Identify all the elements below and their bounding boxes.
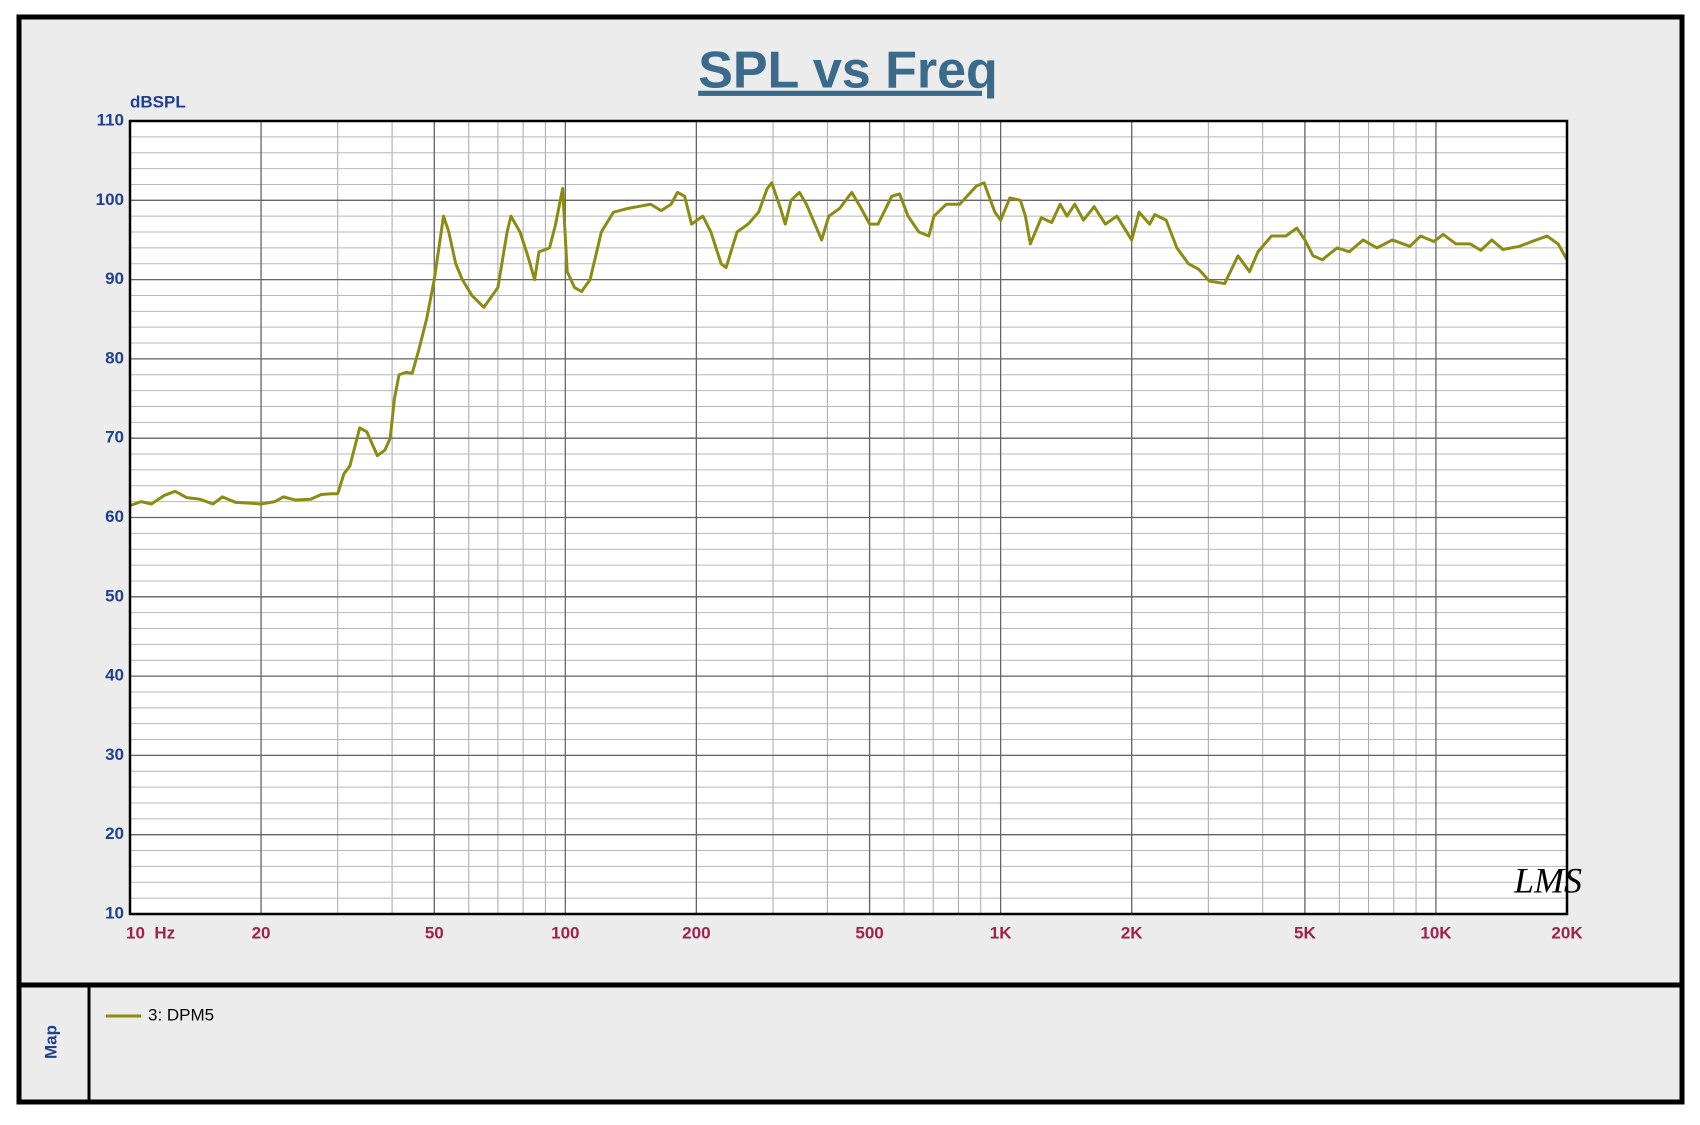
x-tick-label: 100 xyxy=(551,923,579,942)
y-axis-label: dBSPL xyxy=(130,92,186,111)
y-tick-label: 50 xyxy=(105,586,124,605)
x-tick-label: 10 Hz xyxy=(126,923,175,942)
legend-label: 3: DPM5 xyxy=(148,1005,214,1024)
y-tick-label: 100 xyxy=(96,190,124,209)
y-tick-label: 110 xyxy=(97,110,124,129)
x-tick-label: 200 xyxy=(682,923,710,942)
x-tick-label: 5K xyxy=(1294,923,1316,942)
x-tick-label: 1K xyxy=(990,923,1012,942)
x-tick-label: 10K xyxy=(1420,923,1452,942)
x-tick-label: 500 xyxy=(855,923,883,942)
y-tick-label: 70 xyxy=(105,428,124,447)
y-tick-label: 20 xyxy=(105,824,124,843)
x-tick-label: 50 xyxy=(425,923,444,942)
side-label: Map xyxy=(41,1025,60,1059)
chart-title: SPL vs Freq xyxy=(698,42,998,100)
x-tick-label: 20K xyxy=(1551,923,1583,942)
curve-layer xyxy=(129,181,1569,508)
series-line xyxy=(129,181,1569,508)
logo: LMS xyxy=(1513,860,1582,900)
y-tick-label: 90 xyxy=(105,269,124,288)
y-tick-label: 40 xyxy=(105,666,124,685)
grid xyxy=(129,120,1568,915)
y-tick-label: 10 xyxy=(105,903,124,922)
y-tick-label: 60 xyxy=(105,507,124,526)
x-tick-label: 2K xyxy=(1121,923,1143,942)
x-tick-label: 20 xyxy=(252,923,271,942)
y-tick-label: 80 xyxy=(105,348,124,367)
plot-border xyxy=(128,119,1569,916)
y-tick-label: 30 xyxy=(105,745,124,764)
